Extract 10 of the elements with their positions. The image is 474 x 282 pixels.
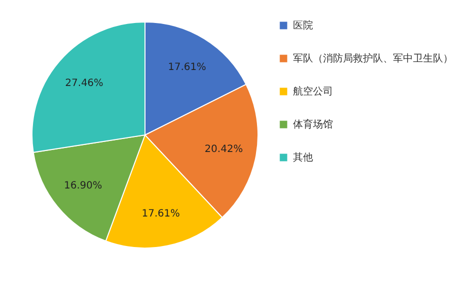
data-label: 16.90% xyxy=(64,180,102,192)
data-label: 17.61% xyxy=(168,62,206,73)
legend-label: 其他 xyxy=(293,152,313,164)
data-label: 20.42% xyxy=(204,144,243,156)
legend-label: 体育场馆 xyxy=(293,118,333,130)
legend-label: 医院 xyxy=(293,20,313,32)
data-label: 27.46% xyxy=(65,78,104,89)
legend-label: 军队（消防局救护队、军中卫生队） xyxy=(293,52,453,64)
legend-label: 航空公司 xyxy=(293,86,333,98)
data-label: 17.61% xyxy=(142,208,180,220)
